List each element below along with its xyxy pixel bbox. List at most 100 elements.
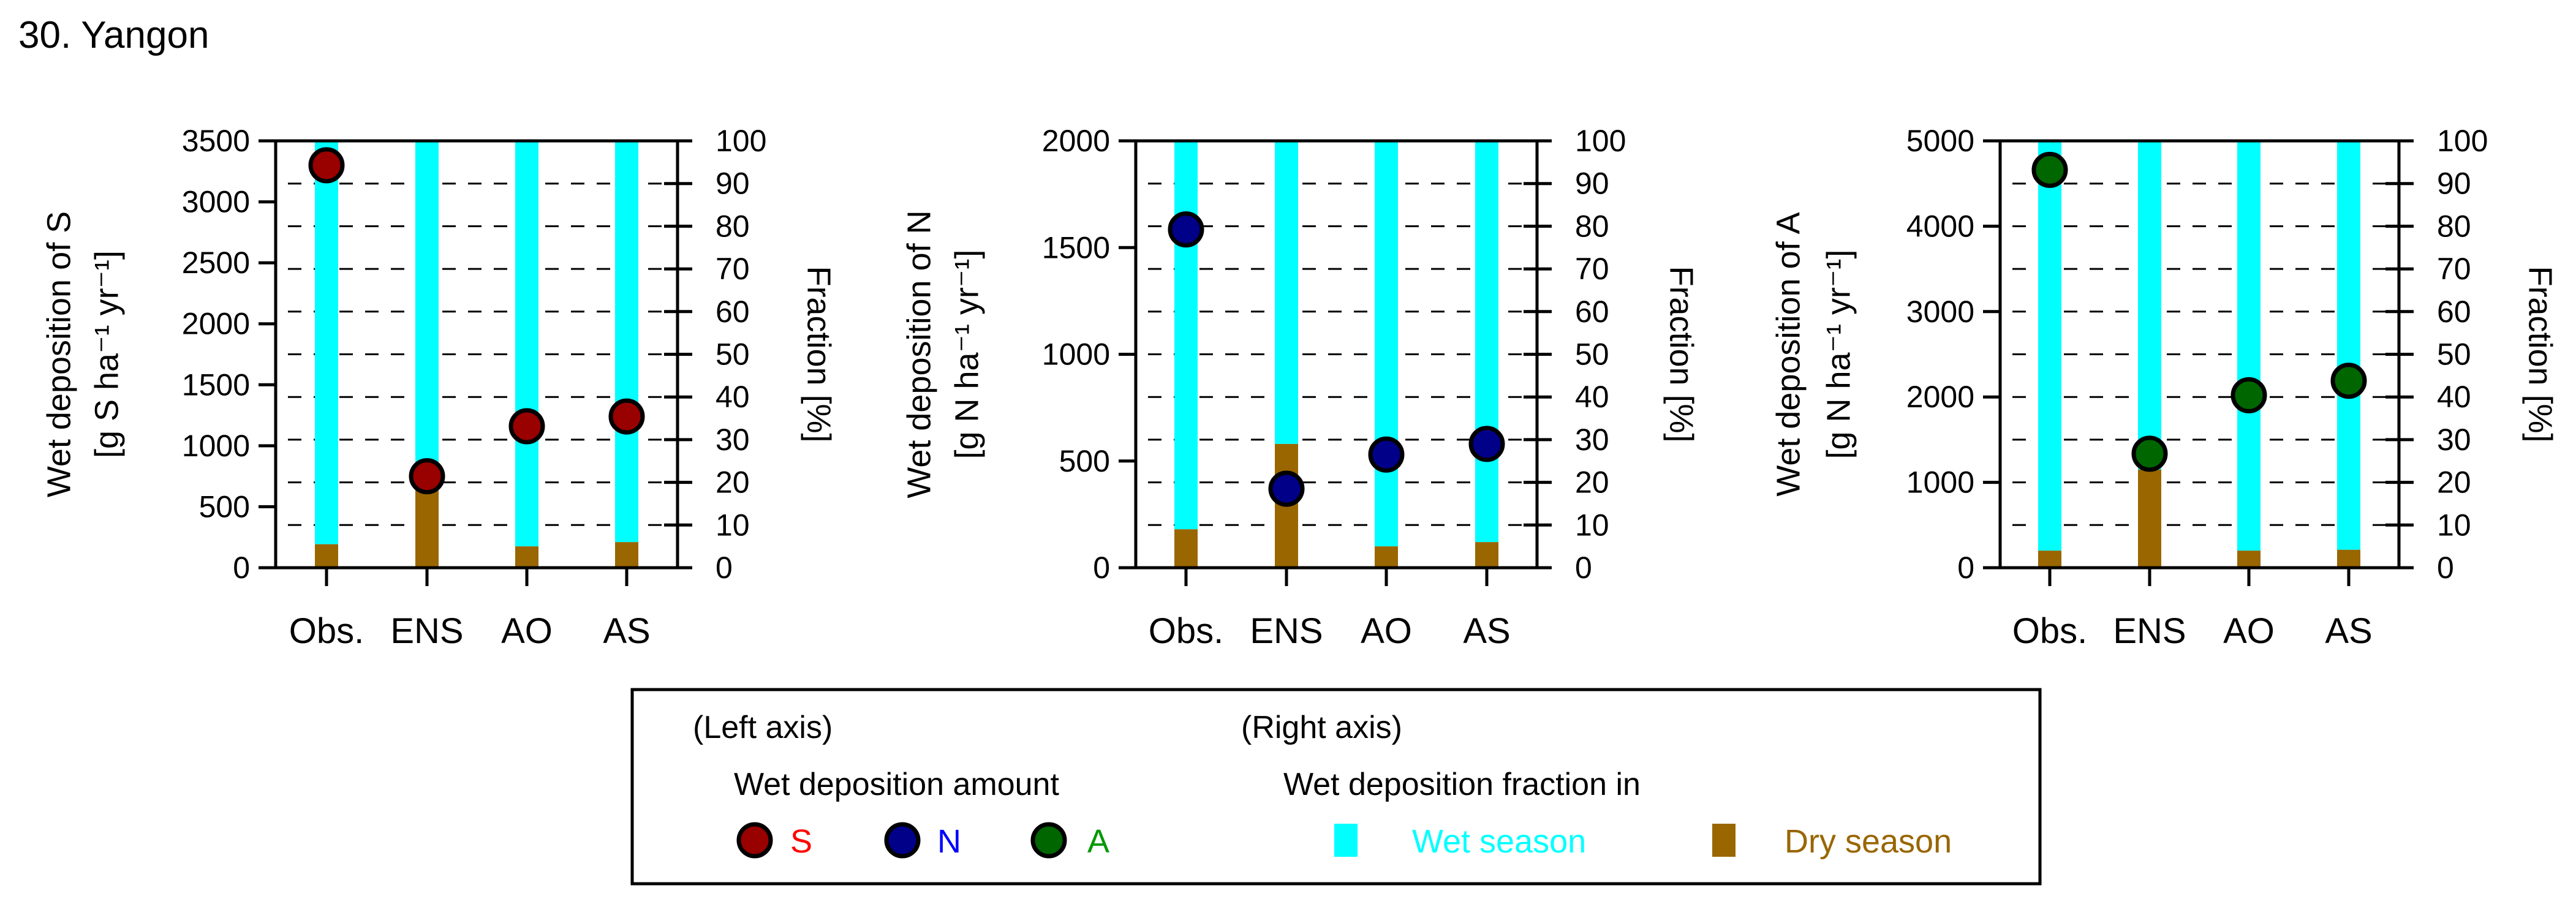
deposition-marker <box>2131 435 2168 472</box>
right-tick-label: 50 <box>1575 337 1609 372</box>
category-label: ENS <box>1250 611 1323 651</box>
wet-season-bar <box>2237 141 2261 551</box>
left-tick-label: 500 <box>199 489 250 524</box>
wet-season-bar <box>1174 141 1198 530</box>
legend-right-title: Wet deposition fraction in <box>1283 767 1641 802</box>
right-tick-label: 90 <box>1575 167 1609 201</box>
deposition-marker <box>1468 426 1505 462</box>
legend: (Left axis) (Right axis) Wet deposition … <box>630 688 2042 886</box>
right-tick-label: 40 <box>1575 380 1609 414</box>
y-axis-label: Wet deposition of N <box>901 210 937 498</box>
right-tick-label: 0 <box>2437 551 2454 585</box>
y2-axis-label: Fraction [%] <box>2522 266 2559 442</box>
left-tick-label: 3500 <box>182 124 250 158</box>
category-label: AO <box>1361 611 1412 651</box>
deposition-marker <box>2230 377 2267 413</box>
dry-season-bar <box>2337 549 2360 568</box>
right-tick-label: 60 <box>1575 295 1609 329</box>
category-label: Obs. <box>2012 611 2088 651</box>
right-tick-label: 90 <box>2437 167 2471 201</box>
wet-season-bar <box>515 141 538 547</box>
legend-marker-s <box>736 822 773 859</box>
y2-axis-label: Fraction [%] <box>1663 266 1700 442</box>
left-tick-label: 1000 <box>182 429 250 463</box>
page-title: 30. Yangon <box>18 14 210 56</box>
wet-season-bar <box>315 141 338 544</box>
wet-season-bar <box>1275 141 1298 444</box>
right-tick-label: 70 <box>1575 252 1609 286</box>
right-tick-label: 10 <box>2437 508 2471 542</box>
deposition-marker <box>608 398 645 435</box>
deposition-marker <box>2330 363 2367 399</box>
legend-label-a: A <box>1087 823 1109 860</box>
right-tick-label: 90 <box>716 167 750 201</box>
wet-season-bar <box>415 141 439 487</box>
right-tick-label: 50 <box>2437 337 2471 372</box>
chart-nitrogen: 0 500 1000 1500 2000 0 10 20 30 40 50 60 70 80 90 100 Ob… <box>901 124 1699 651</box>
dry-season-bar <box>1475 542 1498 568</box>
right-tick-label: 20 <box>2437 465 2471 500</box>
dry-season-bar <box>515 546 538 568</box>
left-tick-label: 1000 <box>1042 337 1110 372</box>
deposition-marker <box>1368 436 1405 473</box>
right-tick-label: 40 <box>716 380 750 414</box>
right-tick-label: 50 <box>716 337 750 372</box>
category-label: Obs. <box>1149 611 1224 651</box>
right-tick-label: 100 <box>716 124 766 158</box>
right-tick-label: 10 <box>716 508 750 542</box>
legend-marker-n <box>884 822 921 859</box>
dry-season-bar <box>1375 546 1398 568</box>
chart-ammonium: 0 1000 2000 3000 4000 5000 0 10 20 30 40 50 60 70 80 90… <box>1770 124 2558 651</box>
right-tick-label: 40 <box>2437 380 2471 414</box>
deposition-marker <box>1168 211 1204 248</box>
right-tick-label: 60 <box>716 295 750 329</box>
left-tick-label: 3000 <box>182 185 250 219</box>
right-tick-label: 70 <box>716 252 750 286</box>
left-tick-label: 0 <box>1093 551 1110 585</box>
left-tick-label: 0 <box>1957 551 1974 585</box>
charts: 0500100015002000250030003500010203040506… <box>40 124 2558 651</box>
wet-season-bar <box>1375 141 1398 547</box>
legend-left-title: Wet deposition amount <box>734 767 1059 802</box>
left-tick-label: 5000 <box>1906 124 1974 158</box>
y-axis-unit-label: [g N ha⁻¹ yr⁻¹] <box>1820 249 1857 459</box>
legend-swatch-wet <box>1334 824 1358 857</box>
chart-sulfur: 0 500 1000 1500 2000 2500 3000 3500 0 10 20 30 40 50 6… <box>40 124 837 651</box>
right-tick-label: 20 <box>1575 465 1609 500</box>
dry-season-bar <box>2038 551 2061 568</box>
right-tick-label: 20 <box>716 465 750 500</box>
left-tick-label: 4000 <box>1906 209 1974 243</box>
wet-season-bar <box>1475 141 1498 543</box>
right-tick-label: 30 <box>2437 423 2471 457</box>
y-axis-unit-label: [g N ha⁻¹ yr⁻¹] <box>948 249 985 459</box>
dry-season-bar <box>2138 469 2161 568</box>
y2-axis-label: Fraction [%] <box>801 266 837 442</box>
y-axis-label: Wet deposition of S <box>40 211 77 497</box>
deposition-marker <box>308 147 345 184</box>
right-tick-label: 80 <box>716 209 750 243</box>
right-tick-label: 100 <box>1575 124 1626 158</box>
legend-left-header: (Left axis) <box>693 710 833 745</box>
right-tick-label: 100 <box>2437 124 2488 158</box>
deposition-marker <box>409 458 445 495</box>
left-tick-label: 1500 <box>182 367 250 402</box>
category-label: AS <box>603 611 650 651</box>
left-tick-label: 2000 <box>1042 124 1110 158</box>
deposition-marker <box>2031 151 2068 188</box>
deposition-marker <box>508 408 545 445</box>
dry-season-bar <box>2237 551 2261 568</box>
y-axis-unit-label: [g S ha⁻¹ yr⁻¹] <box>88 250 125 458</box>
category-label: AS <box>2325 611 2372 651</box>
category-label: AO <box>2223 611 2275 651</box>
right-tick-label: 0 <box>1575 551 1592 585</box>
left-tick-label: 2500 <box>182 246 250 280</box>
wet-season-bar <box>615 141 638 543</box>
wet-season-bar <box>2138 141 2161 470</box>
left-tick-label: 2000 <box>1906 380 1974 414</box>
right-tick-label: 60 <box>2437 295 2471 329</box>
left-tick-label: 1500 <box>1042 230 1110 265</box>
left-tick-label: 0 <box>233 551 250 585</box>
legend-right-header: (Right axis) <box>1241 710 1402 745</box>
category-label: Obs. <box>289 611 364 651</box>
category-label: AS <box>1463 611 1510 651</box>
